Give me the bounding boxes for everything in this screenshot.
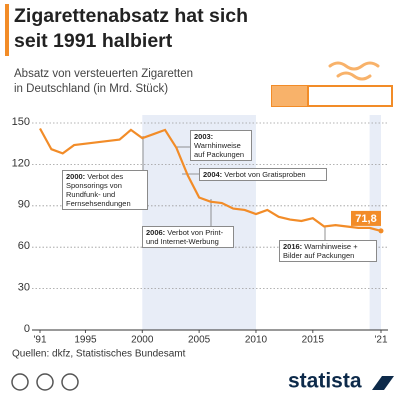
value-label-box: [351, 210, 381, 226]
subtitle: in Deutschland (in Mrd. Stück): [14, 83, 168, 95]
x-tick-label: 2000: [131, 335, 154, 346]
x-tick-label: '91: [33, 335, 46, 346]
annotation-text: Warnhinweise + Bilder auf Packungen: [283, 242, 358, 260]
annotation: 2000: Verbot des Sponsorings von Rundfun…: [62, 170, 148, 210]
annotation: 2004: Verbot von Gratisproben: [199, 168, 327, 181]
x-tick-label: '21: [374, 335, 387, 346]
y-tick-label: 150: [12, 116, 30, 128]
y-tick-label: 30: [18, 282, 30, 294]
annotation-year: 2016:: [283, 242, 303, 251]
annotation-year: 2003:: [194, 132, 214, 141]
line: [39, 127, 382, 232]
y-tick-label: 90: [18, 199, 30, 211]
value-label: 71,8: [355, 213, 376, 225]
end-point: [378, 228, 384, 234]
annotation-text: Verbot des Sponsorings von Rundfunk- und…: [66, 172, 131, 208]
x-tick-label: 2015: [302, 335, 325, 346]
annotation-year: 2004:: [203, 170, 223, 179]
cigarette-icon: [271, 61, 393, 107]
y-tick-label: 0: [24, 323, 30, 335]
accent-bar: [5, 4, 9, 56]
chart-title: Zigarettenabsatz hat sich: [14, 5, 248, 27]
x-tick-label: 2010: [245, 335, 268, 346]
annotation-text: Verbot von Gratisproben: [224, 170, 306, 179]
x-tick-label: 1995: [74, 335, 97, 346]
source: Quellen: dkfz, Statistisches Bundesamt: [12, 349, 186, 360]
brand-logo: statista: [288, 370, 362, 393]
x-tick-label: 2005: [188, 335, 211, 346]
license-icons: [11, 373, 79, 391]
y-tick-label: 120: [12, 157, 30, 169]
annotation-year: 2000:: [66, 172, 86, 181]
chart-title: seit 1991 halbiert: [14, 30, 173, 52]
annotation: 2016: Warnhinweise + Bilder auf Packunge…: [279, 240, 377, 262]
subtitle: Absatz von versteuerten Zigaretten: [14, 68, 193, 80]
annotation-text: Warnhinweise auf Packungen: [194, 141, 245, 159]
brand-mark: [372, 376, 394, 390]
annotation: 2006: Verbot von Print- und Internet-Wer…: [142, 226, 234, 248]
y-tick-label: 60: [18, 240, 30, 252]
annotation: 2003: Warnhinweise auf Packungen: [190, 130, 252, 161]
annotation-text: Verbot von Print- und Internet-Werbung: [146, 228, 224, 246]
annotation-year: 2006:: [146, 228, 166, 237]
